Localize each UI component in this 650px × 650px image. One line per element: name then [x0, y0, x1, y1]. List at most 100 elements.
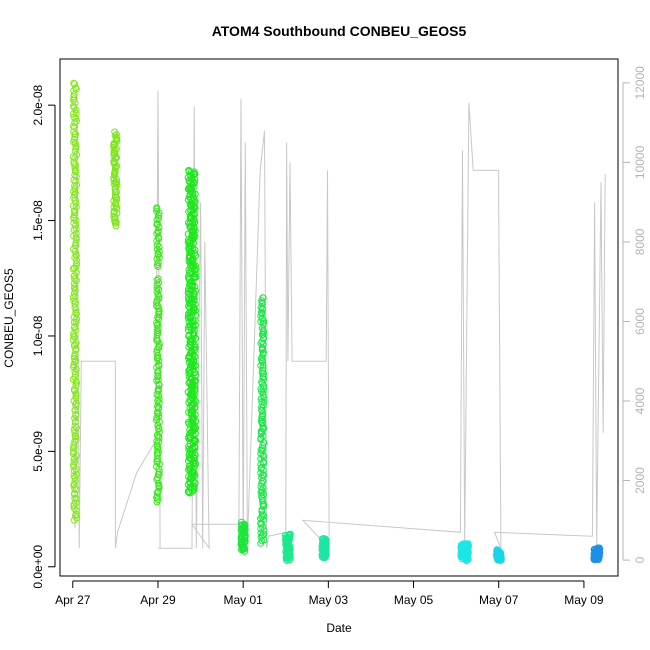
data-point [72, 84, 80, 92]
data-point [72, 109, 80, 117]
point-cluster [184, 166, 200, 497]
data-point [258, 398, 266, 406]
data-point [185, 166, 193, 174]
data-point [259, 373, 267, 381]
data-point [153, 276, 161, 284]
data-point [186, 440, 194, 448]
data-point [259, 444, 267, 452]
data-point [72, 410, 80, 418]
data-point [320, 535, 327, 542]
data-point [70, 332, 78, 340]
data-point [71, 484, 79, 492]
data-point [155, 214, 163, 222]
data-point [322, 537, 330, 544]
data-point [153, 288, 161, 296]
data-points [69, 79, 604, 565]
data-point [72, 499, 80, 507]
data-point [70, 79, 78, 87]
point-cluster [69, 79, 81, 524]
data-point [258, 378, 266, 386]
data-point [257, 417, 265, 425]
data-point [238, 521, 246, 529]
data-point [110, 144, 118, 151]
data-point [71, 494, 79, 502]
data-point [186, 363, 194, 371]
data-point [258, 354, 266, 361]
data-point [257, 303, 265, 311]
x-axis-label: Date [326, 621, 352, 635]
data-point [155, 399, 163, 407]
data-point [259, 410, 267, 418]
data-point [259, 402, 267, 409]
data-point [259, 294, 267, 302]
data-point [72, 308, 80, 316]
data-point [72, 392, 80, 400]
data-point [464, 540, 472, 548]
data-point [259, 523, 267, 531]
data-point [71, 189, 79, 197]
data-point [493, 546, 501, 554]
data-point [154, 320, 162, 328]
data-point [155, 234, 162, 241]
data-point [155, 357, 163, 365]
data-point [70, 211, 78, 219]
data-point [258, 338, 266, 346]
data-point [71, 489, 78, 497]
data-point [594, 544, 602, 552]
data-point [111, 128, 119, 136]
secondary-y-axis: 0 2000 4000 6000 8000 10000 12000 [622, 66, 647, 563]
y-tick-label: 5.0e-09 [31, 431, 45, 472]
y-tick-label: 2.0e-08 [31, 84, 45, 125]
data-point [154, 488, 162, 496]
point-cluster [257, 294, 268, 547]
y-axis: 0.0e+00 5.0e-09 1.0e-08 1.5e-08 2.0e-08 [31, 84, 56, 589]
data-point [188, 227, 196, 235]
data-point [155, 243, 163, 251]
data-point [70, 426, 78, 434]
data-point [155, 380, 163, 388]
altitude-series [74, 90, 606, 550]
y-tick-label: 0.0e+00 [31, 545, 45, 589]
data-point [70, 289, 78, 297]
data-point [258, 324, 266, 332]
data-point [153, 442, 161, 450]
data-point [71, 264, 78, 272]
data-point [154, 275, 162, 283]
data-point [153, 492, 161, 500]
point-cluster [110, 128, 121, 230]
data-point [71, 418, 79, 426]
x-tick-label: May 05 [394, 593, 434, 607]
data-point [70, 480, 78, 488]
data-point [153, 377, 161, 385]
data-point [185, 466, 192, 474]
data-point [258, 510, 266, 518]
point-cluster [237, 518, 249, 555]
data-point [186, 366, 194, 374]
data-point [73, 151, 80, 159]
chart-title: ATOM4 Southbound CONBEU_GEOS5 [212, 23, 467, 39]
data-point [153, 216, 161, 224]
data-point [70, 158, 78, 166]
data-point [70, 386, 78, 393]
data-point [71, 340, 79, 348]
data-point [259, 388, 267, 396]
data-point [111, 132, 119, 140]
data-point [257, 446, 265, 454]
data-point [154, 372, 162, 380]
data-point [72, 512, 79, 520]
data-point [155, 385, 162, 393]
x-tick-label: May 01 [223, 593, 263, 607]
data-point [185, 373, 193, 381]
data-point [71, 147, 79, 155]
data-point [155, 403, 163, 411]
plot-area-frame [59, 58, 619, 577]
data-point [188, 339, 196, 347]
x-tick-label: Apr 29 [140, 593, 176, 607]
data-point [71, 333, 78, 341]
data-point [153, 489, 161, 497]
y2-tick-label: 12000 [633, 66, 647, 100]
point-cluster [282, 530, 294, 564]
data-point [188, 232, 196, 240]
data-point [155, 428, 163, 436]
